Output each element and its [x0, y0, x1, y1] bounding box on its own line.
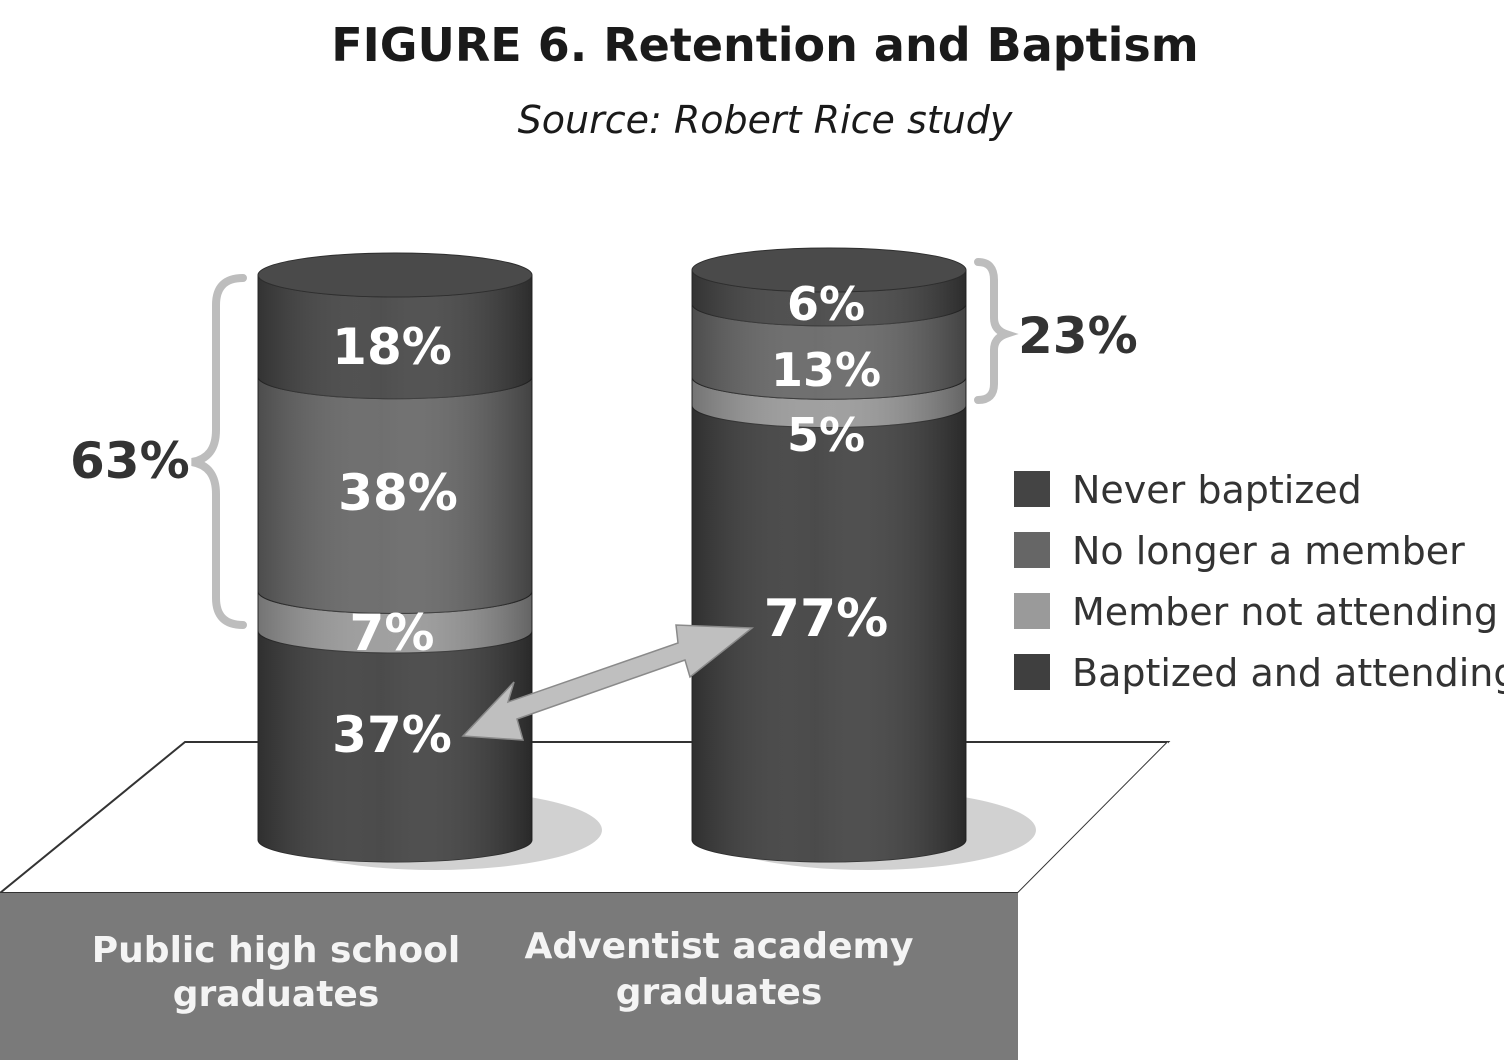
platform-front	[0, 893, 1018, 1060]
legend-label-member-not-attending: Member not attending	[1072, 590, 1498, 634]
category-label-adventist: Adventist academy	[525, 926, 914, 967]
chart-subtitle: Source: Robert Rice study	[517, 98, 1013, 142]
brace-total-public: 63%	[70, 432, 190, 490]
platform-side	[1018, 742, 1168, 1060]
brace-left	[191, 274, 247, 629]
legend-swatch-never-baptized	[1014, 471, 1050, 507]
data-label-member-not-attending-adventist: 5%	[787, 408, 865, 462]
category-label-public: Public high school	[92, 930, 460, 971]
comparison-arrow	[461, 624, 755, 741]
data-label-no-longer-member-public: 38%	[338, 464, 458, 522]
cylinder-top-adventist	[691, 247, 967, 293]
category-label-public-line2: graduates	[173, 974, 380, 1015]
legend-swatch-member-not-attending	[1014, 593, 1050, 629]
cylinder-shading-public	[258, 275, 532, 862]
legend-label-no-longer-member: No longer a member	[1072, 529, 1465, 573]
cylinder-shading-adventist	[692, 270, 966, 862]
data-label-no-longer-member-adventist: 13%	[771, 343, 881, 397]
data-label-never-baptized-public: 18%	[332, 318, 452, 376]
data-label-baptized-attending-public: 37%	[332, 706, 452, 764]
legend-swatch-no-longer-member	[1014, 532, 1050, 568]
data-label-member-not-attending-public: 7%	[350, 604, 435, 662]
cylinder-top-public	[257, 252, 533, 298]
legend-label-never-baptized: Never baptized	[1072, 468, 1362, 512]
legend-swatch-baptized-attending	[1014, 654, 1050, 690]
data-label-never-baptized-adventist: 6%	[787, 277, 865, 331]
chart-title: FIGURE 6. Retention and Baptism	[331, 18, 1199, 72]
brace-right	[974, 258, 1019, 404]
data-label-baptized-attending-adventist: 77%	[764, 589, 888, 649]
brace-total-adventist: 23%	[1018, 307, 1138, 365]
category-label-adventist-line2: graduates	[616, 972, 823, 1013]
legend-label-baptized-attending: Baptized and attending	[1072, 651, 1504, 695]
